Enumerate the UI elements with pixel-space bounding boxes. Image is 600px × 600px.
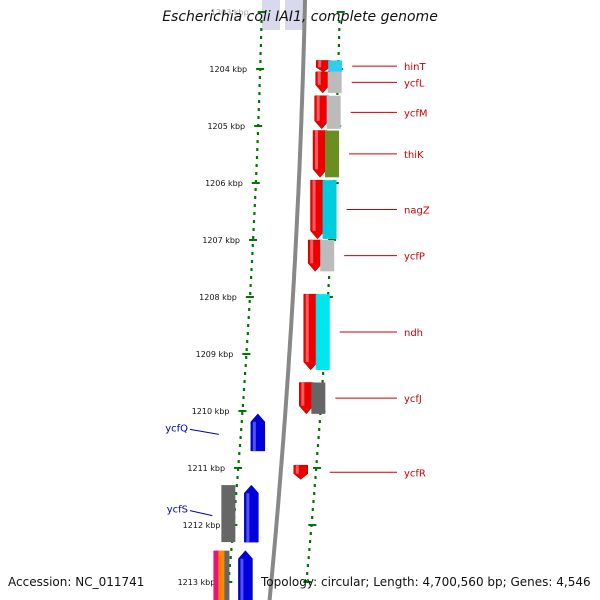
gene-arrow-highlight xyxy=(315,130,319,170)
gene-arrow-highlight xyxy=(295,465,299,474)
gene-label: hinT xyxy=(404,62,426,73)
ruler-tick-label: 1210 kbp xyxy=(192,407,230,416)
gene-arrow-highlight xyxy=(310,240,314,264)
gene-label: ycfS xyxy=(167,505,188,516)
faded-gene-band xyxy=(262,0,280,30)
gene-arrow-highlight xyxy=(316,95,320,121)
ruler-tick-label: 1208 kbp xyxy=(199,293,237,302)
cog-block xyxy=(328,60,343,72)
gene-label: nagZ xyxy=(404,206,430,217)
gene-arrow-highlight xyxy=(312,180,316,231)
faded-gene-band xyxy=(285,0,303,30)
ruler-tick-label: 1207 kbp xyxy=(202,236,240,245)
ruler-tick-label: 1203 kbp xyxy=(211,8,249,17)
cog-block xyxy=(315,294,330,370)
topology-summary: Topology: circular; Length: 4,700,560 bp… xyxy=(261,575,591,589)
ruler-tick-label: 1209 kbp xyxy=(196,350,234,359)
cog-block xyxy=(325,130,340,178)
gene-arrow-highlight xyxy=(318,60,322,68)
gene-arrow-highlight xyxy=(317,71,321,85)
gene-label: ycfQ xyxy=(165,423,188,434)
gene-label-leader xyxy=(189,510,213,517)
gene-label: ycfR xyxy=(404,468,426,479)
ruler-tick-label: 1211 kbp xyxy=(187,464,225,473)
genome-title: Escherichia coli IAI1, complete genome xyxy=(162,9,438,25)
gene-label: ycfP xyxy=(404,252,425,263)
gene-label: thiK xyxy=(404,150,424,161)
gene-arrow-highlight xyxy=(305,294,309,362)
cog-block xyxy=(326,95,341,129)
ruler-tick-label: 1212 kbp xyxy=(183,521,221,530)
backbone-line xyxy=(267,0,307,600)
ruler-tick-label: 1204 kbp xyxy=(209,65,247,74)
cog-block xyxy=(311,382,326,414)
cog-block xyxy=(327,71,342,93)
gene-arrow-highlight xyxy=(240,558,244,600)
cog-block xyxy=(221,485,236,543)
gene-arrow-highlight xyxy=(246,493,250,543)
ruler-tick-label: 1213 kbp xyxy=(178,578,216,587)
accession-text: Accession: NC_011741 xyxy=(8,575,145,589)
cog-block xyxy=(218,550,225,600)
gene-label: ycfJ xyxy=(404,394,422,405)
gene-arrow-highlight xyxy=(252,421,256,451)
gene-label: ycfM xyxy=(404,108,428,119)
cog-block xyxy=(320,240,335,272)
gene-label: ndh xyxy=(404,328,423,339)
gene-label-leader xyxy=(189,428,219,435)
cog-block xyxy=(322,180,337,239)
ruler-tick-label: 1205 kbp xyxy=(207,122,245,131)
cog-block xyxy=(213,550,219,600)
gene-arrow-highlight xyxy=(301,382,305,406)
ruler-tick-label: 1206 kbp xyxy=(205,179,243,188)
gene-label: ycfL xyxy=(404,78,425,89)
